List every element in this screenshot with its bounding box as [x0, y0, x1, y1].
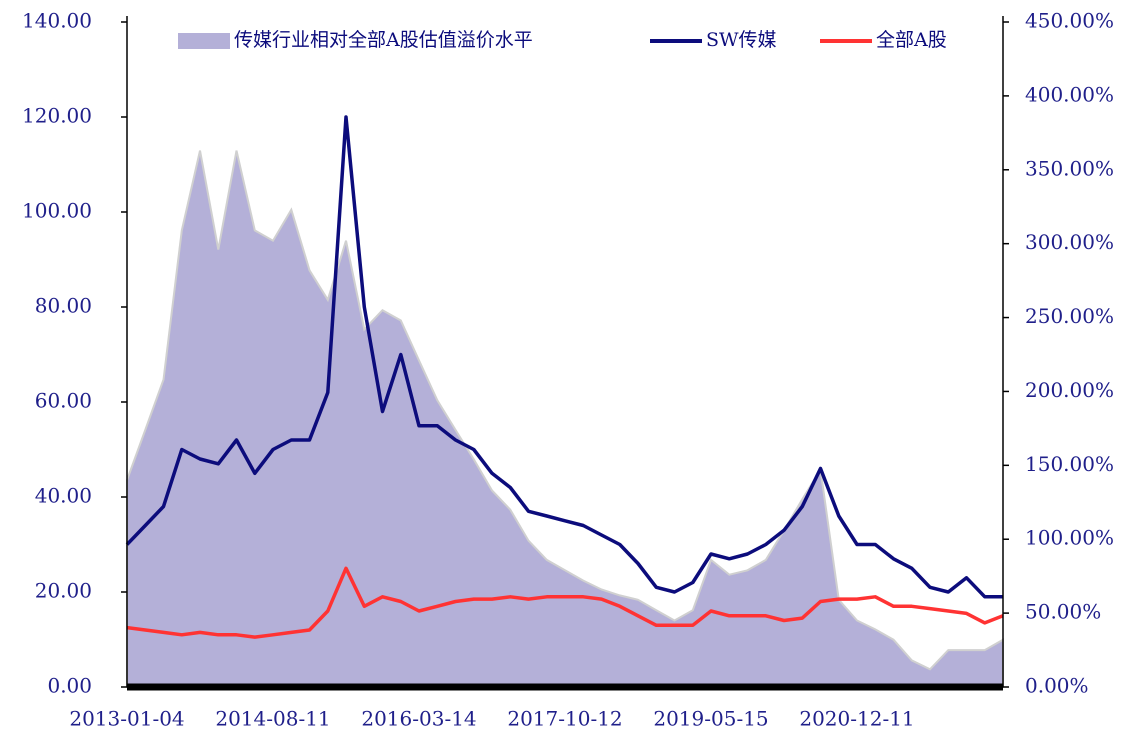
y-tick-label: 60.00: [35, 389, 92, 413]
x-tick-label: 2017-10-12: [507, 707, 622, 731]
y-tick-label: 120.00: [22, 104, 92, 128]
y2-tick-label: 250.00%: [1025, 304, 1114, 328]
y2-tick-label: 50.00%: [1025, 600, 1101, 624]
line: [125, 115, 1003, 599]
y-tick-label: 100.00: [22, 199, 92, 223]
y2-tick-label: 400.00%: [1025, 82, 1114, 106]
y-tick-label: 40.00: [35, 484, 92, 508]
x-tick-label: 2020-12-11: [799, 707, 914, 731]
y2-tick-label: 150.00%: [1025, 452, 1114, 476]
y-tick-label: 80.00: [35, 294, 92, 318]
y2-tick-label: 200.00%: [1025, 378, 1114, 402]
legend-label: SW传媒: [706, 29, 777, 51]
y2-tick-label: 450.00%: [1025, 9, 1114, 33]
x-tick-label: 2013-01-04: [69, 707, 184, 731]
y-tick-label: 140.00: [22, 9, 92, 33]
y-tick-label: 20.00: [35, 579, 92, 603]
x-tick-label: 2014-08-11: [215, 707, 330, 731]
y-tick-label: 0.00: [47, 674, 92, 698]
y2-tick-label: 100.00%: [1025, 526, 1114, 550]
y2-tick-label: 350.00%: [1025, 156, 1114, 180]
y2-tick-label: 300.00%: [1025, 230, 1114, 254]
area: [126, 150, 1004, 688]
x-tick-label: 2019-05-15: [653, 707, 768, 731]
legend-label: 全部A股: [876, 29, 947, 51]
legend-swatch: [178, 33, 230, 49]
legend-label: 传媒行业相对全部A股估值溢价水平: [234, 29, 533, 51]
x-tick-label: 2016-03-14: [361, 707, 476, 731]
line: [126, 566, 1004, 639]
y2-tick-label: 0.00%: [1025, 674, 1089, 698]
